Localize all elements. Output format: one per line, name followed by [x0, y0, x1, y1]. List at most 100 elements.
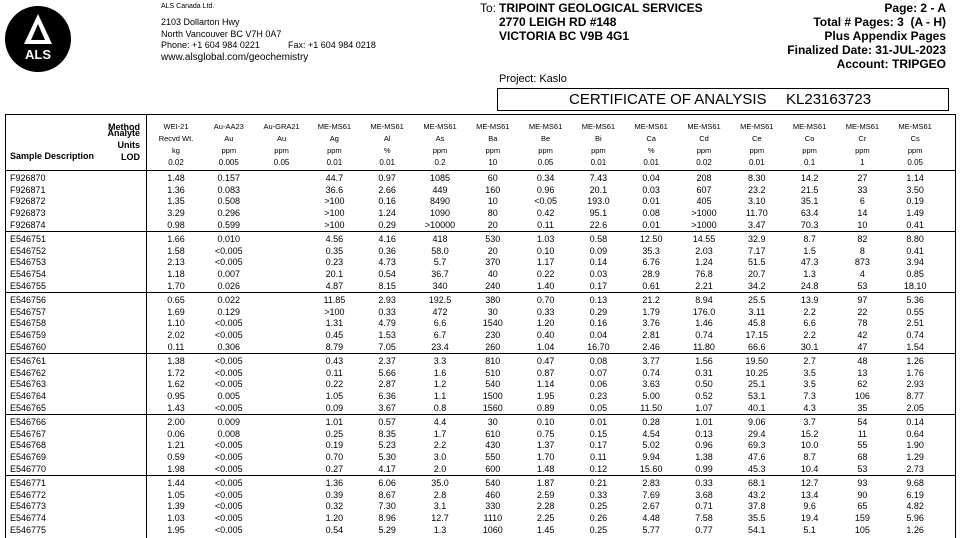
cell: 0.25	[589, 524, 608, 535]
column-header: 0.2	[434, 158, 446, 167]
cell: 4.4	[433, 417, 447, 427]
column-header: Ca	[646, 134, 656, 143]
cell: 192.5	[428, 295, 452, 305]
cell: <0.005	[214, 489, 243, 500]
cell: 0.95	[167, 391, 185, 402]
cell: 42	[857, 330, 868, 341]
sample-id: E546762	[10, 367, 47, 378]
cell: 7.58	[695, 513, 713, 524]
cell: 0.25	[325, 428, 344, 439]
logo-text: ALS	[25, 47, 51, 62]
cell: 0.008	[217, 428, 241, 439]
cell: <0.05	[534, 196, 557, 207]
cell: 0.74	[906, 330, 924, 341]
cell: 76.8	[695, 269, 713, 280]
cell: 0.10	[536, 417, 555, 427]
column-header: Cs	[910, 134, 920, 143]
cell: 1.04	[536, 341, 555, 352]
sample-id: E546758	[10, 318, 47, 329]
sample-id: E546756	[10, 295, 47, 305]
cell: 0.12	[589, 463, 608, 474]
cell: 530	[485, 234, 501, 244]
cell: 0.28	[642, 417, 660, 427]
cell: 24.8	[800, 280, 819, 291]
address: North Vancouver BC V7H 0A7	[161, 29, 282, 39]
cell: 44.7	[325, 173, 344, 183]
cell: 22	[857, 306, 868, 317]
cell: 1.39	[167, 501, 185, 512]
cell: 14	[857, 208, 868, 219]
cell: 8.7	[803, 452, 816, 463]
cell: 240	[485, 280, 501, 291]
cell: 472	[432, 306, 448, 317]
cell: 4.3	[803, 402, 816, 413]
cell: 9.94	[642, 452, 660, 463]
cell: 17.15	[745, 330, 769, 341]
cell: 5.30	[378, 452, 396, 463]
cell: 0.74	[695, 330, 713, 341]
cell: 14.55	[692, 234, 716, 244]
cell: 0.26	[589, 513, 608, 524]
column-header: ppm	[749, 146, 765, 155]
cell: 208	[696, 173, 712, 183]
cell: 7.43	[589, 173, 608, 183]
cell: 0.13	[589, 295, 608, 305]
cell: 33	[857, 184, 868, 195]
cell: 0.026	[217, 280, 241, 291]
cell: 510	[485, 367, 501, 378]
cell: 1.95	[536, 391, 555, 402]
cell: 0.34	[536, 173, 555, 183]
cell: 7.30	[378, 501, 396, 512]
cell: 1.48	[536, 463, 555, 474]
cell: 1.56	[695, 356, 713, 366]
cell: <0.005	[214, 463, 243, 474]
cell: 4.79	[378, 318, 396, 329]
cell: 0.11	[167, 341, 185, 352]
cell: 0.009	[217, 417, 241, 427]
cell: 873	[854, 257, 870, 268]
cell: 97	[857, 295, 868, 305]
cell: 3.7	[803, 417, 816, 427]
page-info: Finalized Date: 31-JUL-2023	[787, 43, 946, 57]
recipient: TRIPOINT GEOLOGICAL SERVICES	[499, 1, 703, 15]
cell: 20.7	[748, 269, 766, 280]
cell: <0.005	[214, 478, 243, 488]
cell: 66.6	[748, 341, 766, 352]
cell: 28.9	[642, 269, 660, 280]
cell: 159	[854, 513, 870, 524]
cell: 1.7	[433, 428, 447, 439]
column-header: ppm	[485, 146, 501, 155]
cell: 5.02	[642, 440, 660, 451]
cell: 1.03	[167, 513, 185, 524]
cell: 0.70	[325, 452, 344, 463]
column-header: Cd	[699, 134, 709, 143]
cell: 1090	[429, 208, 451, 219]
sample-id: E546768	[10, 440, 47, 451]
cell: 43.2	[748, 489, 766, 500]
cell: 5.66	[378, 367, 396, 378]
cell: 0.010	[217, 234, 241, 244]
cell: 1.01	[695, 417, 713, 427]
cell: 460	[485, 489, 501, 500]
cell: 8.7	[803, 234, 816, 244]
cell: 22.6	[589, 219, 608, 230]
cell: 51.5	[748, 257, 766, 268]
column-header: Au-GRA21	[263, 122, 300, 131]
cell: 35.1	[800, 196, 819, 207]
cell: 0.19	[325, 440, 344, 451]
cell: 418	[432, 234, 448, 244]
cell: 2.81	[642, 330, 660, 341]
sample-id: E546775	[10, 524, 47, 535]
cell: 1.37	[536, 440, 555, 451]
cell: 20.1	[325, 269, 344, 280]
cell: 0.022	[217, 295, 241, 305]
group-rule	[5, 414, 955, 415]
cell: 0.89	[536, 402, 555, 413]
cell: 1.44	[167, 478, 185, 488]
column-header: ME-MS61	[476, 122, 510, 131]
cell: 40.1	[748, 402, 766, 413]
cell: 5.96	[906, 513, 924, 524]
cell: 7.3	[803, 391, 816, 402]
cell: 0.61	[642, 280, 660, 291]
cell: 1.90	[906, 440, 924, 451]
